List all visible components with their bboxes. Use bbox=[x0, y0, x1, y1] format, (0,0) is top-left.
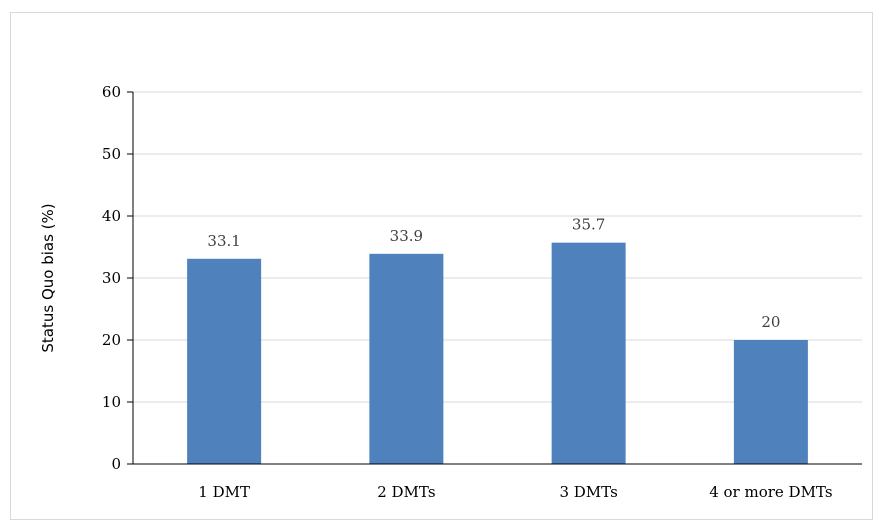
y-tick-label: 50 bbox=[102, 145, 121, 163]
bar bbox=[551, 242, 626, 464]
x-category-label: 3 DMTs bbox=[559, 483, 617, 501]
data-label: 33.9 bbox=[390, 227, 423, 245]
bar bbox=[733, 340, 808, 464]
bar bbox=[187, 258, 262, 464]
labels: 0 10 20 30 40 50 60 33.1 1 DMT 33.9 2 DMTs 35.7 3 DM… bbox=[102, 83, 833, 501]
x-category-label: 4 or more DMTs bbox=[709, 483, 832, 501]
y-tick-label: 30 bbox=[102, 269, 121, 287]
bars bbox=[187, 242, 808, 464]
y-tick-label: 60 bbox=[102, 83, 121, 101]
y-tick-label: 20 bbox=[102, 331, 121, 349]
x-category-label: 1 DMT bbox=[198, 483, 250, 501]
data-label: 20 bbox=[761, 313, 780, 331]
y-axis-title: Status Quo bias (%) bbox=[39, 203, 57, 352]
axes bbox=[127, 91, 862, 465]
y-tick-label: 0 bbox=[111, 455, 121, 473]
data-label: 35.7 bbox=[572, 216, 605, 234]
x-category-label: 2 DMTs bbox=[377, 483, 435, 501]
data-label: 33.1 bbox=[207, 232, 240, 250]
y-tick-label: 10 bbox=[102, 393, 121, 411]
y-tick-label: 40 bbox=[102, 207, 121, 225]
bar bbox=[369, 253, 444, 464]
